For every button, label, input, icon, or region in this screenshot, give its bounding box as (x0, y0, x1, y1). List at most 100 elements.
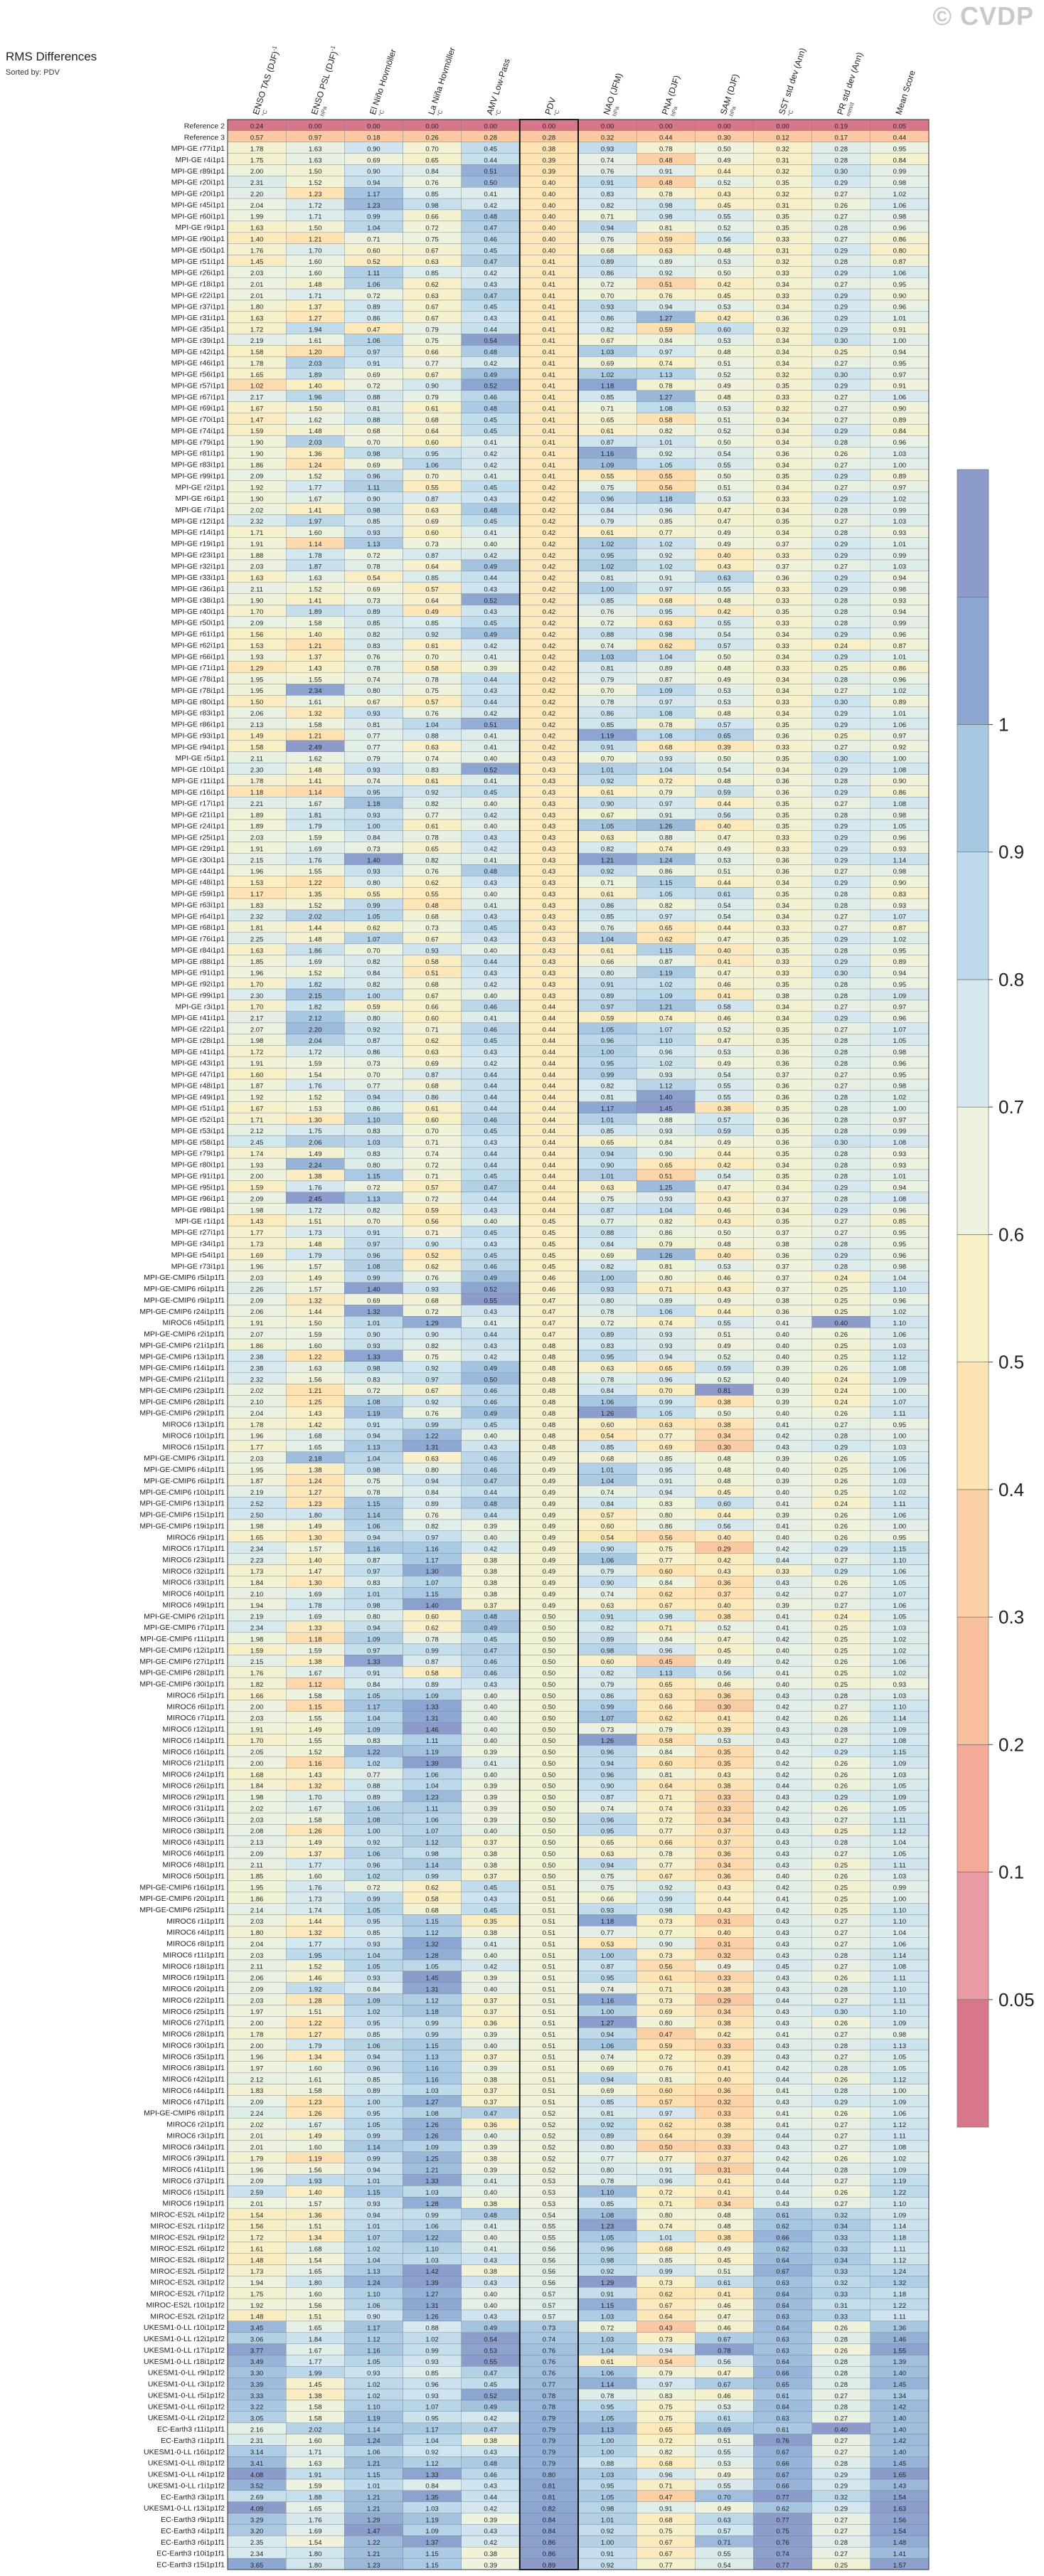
cell-value: 0.53 (718, 337, 731, 345)
cell-value: 1.05 (893, 1850, 907, 1858)
cell-value: 0.78 (601, 1308, 614, 1316)
cell-value: 0.83 (601, 191, 614, 198)
cell-value: 0.27 (835, 235, 848, 243)
cell-value: 2.13 (250, 1839, 264, 1847)
cell-value: 0.41 (776, 1523, 789, 1531)
cell-value: 1.52 (309, 1963, 322, 1971)
cell-value: 0.61 (425, 405, 439, 413)
cell-value: 0.91 (659, 812, 673, 820)
cell-value: 0.52 (718, 1625, 731, 1633)
cell-value: 0.43 (484, 687, 498, 695)
cell-value: 0.63 (776, 2279, 789, 2287)
cell-value: 0.49 (543, 1535, 556, 1542)
cell-value: 2.24 (309, 1162, 322, 1170)
cell-value: 1.85 (250, 1873, 264, 1881)
cell-value: 0.69 (367, 462, 380, 470)
cell-value: 1.05 (601, 823, 614, 831)
cell-value: 0.90 (601, 1162, 614, 1170)
cell-value: 1.16 (425, 1545, 439, 1553)
cell-value: 1.01 (893, 710, 907, 718)
cell-value: 0.44 (776, 1557, 789, 1564)
cell-value: 0.92 (601, 778, 614, 785)
cell-value: 0.51 (718, 1331, 731, 1339)
cell-value: 0.54 (718, 631, 731, 639)
cell-value: 1.03 (893, 1625, 907, 1633)
cell-value: 2.31 (250, 2437, 264, 2445)
cell-value: 0.40 (543, 225, 556, 233)
cell-value: 0.41 (543, 428, 556, 435)
cell-value: 1.12 (893, 2121, 907, 2129)
cell-value: 1.00 (893, 462, 907, 470)
cell-value: 1.05 (893, 823, 907, 831)
cell-value: 0.34 (776, 529, 789, 537)
cell-value: 2.11 (250, 1862, 263, 1870)
cell-value: 0.57 (718, 721, 731, 729)
cell-value: 2.01 (250, 2133, 264, 2141)
cell-value: 0.44 (484, 1083, 498, 1091)
cell-value: 1.93 (250, 1162, 264, 1170)
cell-value: 1.03 (601, 654, 614, 662)
cell-value: 0.85 (367, 620, 380, 627)
cell-value: 0.47 (543, 1320, 556, 1327)
cell-value: 0.74 (601, 642, 614, 650)
cell-value: 0.99 (425, 2347, 439, 2355)
cell-value: 0.50 (543, 1636, 556, 1643)
cell-value: 0.91 (601, 981, 614, 989)
cell-value: 0.29 (835, 473, 848, 481)
cell-value: 1.06 (659, 1308, 673, 1316)
cell-value: 3.33 (250, 2392, 264, 2400)
cell-value: 0.38 (718, 1399, 731, 1406)
cell-value: 0.78 (659, 721, 673, 729)
cell-value: 0.27 (835, 1816, 848, 1824)
cell-value: 0.93 (893, 1681, 907, 1689)
cell-value: 1.37 (309, 1850, 322, 1858)
cell-value: 0.41 (718, 1715, 731, 1723)
cell-value: 0.48 (718, 1466, 731, 1474)
cell-value: 1.09 (893, 1760, 907, 1768)
cell-value: 2.00 (250, 168, 264, 176)
cell-value: 0.37 (776, 1229, 789, 1237)
cell-value: 0.61 (425, 642, 439, 650)
cell-value: 0.43 (718, 1771, 731, 1779)
cell-value: 0.64 (776, 2404, 789, 2412)
cell-value: 0.41 (543, 371, 556, 379)
cell-value: 0.34 (776, 507, 789, 514)
cell-value: 0.57 (718, 642, 731, 650)
cell-value: 1.80 (250, 304, 264, 312)
cell-value: 0.40 (484, 1986, 498, 1993)
cell-value: 0.42 (543, 687, 556, 695)
cell-value: 0.49 (543, 1557, 556, 1564)
cell-value: 0.52 (718, 1026, 731, 1034)
cell-value: 0.41 (543, 394, 556, 402)
cell-value: 0.46 (718, 1275, 731, 1283)
cell-value: 1.08 (893, 1139, 907, 1147)
cell-value: 0.36 (776, 1116, 789, 1124)
cell-value: 0.69 (367, 1297, 380, 1305)
cell-value: 0.55 (718, 585, 731, 593)
cell-value: 0.97 (425, 1376, 439, 1384)
cell-value: 2.01 (250, 2200, 264, 2208)
cell-value: 1.74 (250, 1150, 264, 1158)
cell-value: 1.03 (893, 1692, 907, 1700)
cell-value: 2.15 (250, 857, 264, 864)
cell-value: 1.48 (309, 281, 322, 289)
cell-value: 0.60 (659, 1568, 673, 1576)
cell-value: 1.04 (367, 2257, 380, 2264)
cell-value: 0.42 (718, 2031, 731, 2039)
cell-value: 0.42 (484, 462, 498, 470)
cell-value: 0.91 (601, 744, 614, 752)
cell-value: 1.00 (893, 1895, 907, 1903)
cell-value: 2.06 (250, 1308, 264, 1316)
cell-value: 0.42 (543, 665, 556, 673)
cell-value: 0.29 (835, 247, 848, 255)
cell-value: 0.34 (776, 1015, 789, 1023)
cell-value: 0.69 (425, 518, 439, 526)
cell-value: 0.55 (718, 1083, 731, 1091)
cell-value: 0.51 (543, 1895, 556, 1903)
cell-value: 0.42 (776, 1433, 789, 1441)
cell-value: 0.30 (835, 1139, 848, 1147)
cell-value: 1.12 (367, 2336, 380, 2343)
cell-value: 0.29 (835, 2099, 848, 2106)
cell-value: 0.55 (367, 891, 380, 899)
cell-value: 0.78 (659, 145, 673, 153)
